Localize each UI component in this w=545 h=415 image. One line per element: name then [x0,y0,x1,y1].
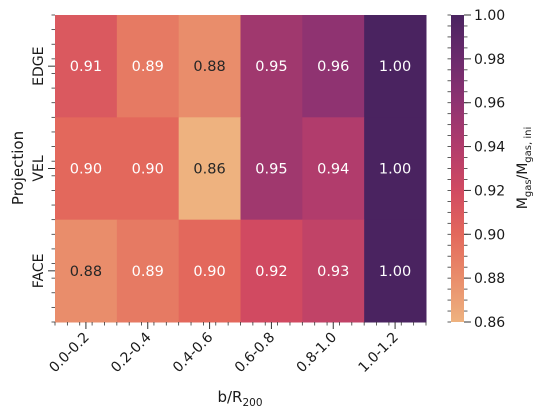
heatmap-cell-edge-3 [240,15,303,118]
y-tick-label: VEL [31,155,47,181]
cell-value-label: 1.00 [379,59,411,75]
x-tick-label: 0.6-0.8 [232,330,278,376]
y-axis-title: Projection [9,131,27,205]
x-tick-label: 0.4-0.6 [170,329,216,375]
cell-value-label: 0.86 [193,162,225,178]
colorbar-tick-label: 0.92 [474,183,505,199]
y-tick-label: FACE [31,253,47,288]
heatmap-cell-face-3 [240,219,303,323]
cell-value-label: 1.00 [379,264,411,280]
heatmap-cell-face-5 [364,219,427,323]
colorbar-title: Mgas/Mgas, ini [515,127,534,210]
heatmap-cell-edge-5 [364,15,427,118]
colorbar-tick-label: 0.98 [474,52,505,68]
cell-value-label: 0.92 [255,264,287,280]
colorbar-tick-label: 0.96 [474,96,505,112]
cell-value-label: 0.88 [70,264,102,280]
heatmap-cell-vel-2 [178,117,241,221]
heatmap-cell-edge-1 [116,15,180,118]
x-tick-label: 0.8-1.0 [294,330,340,376]
cell-value-label: 0.93 [317,264,349,280]
heatmap-cell-vel-3 [240,117,303,221]
heatmap-cell-vel-5 [364,117,427,221]
colorbar-gradient [451,15,464,322]
cell-value-label: 0.90 [193,264,225,280]
cell-value-label: 0.91 [70,59,102,75]
y-axis-ticks: EDGE VEL FACE [31,14,55,323]
colorbar: 0.86 0.88 0.90 0.92 0.94 0.96 0.98 1.00 Mgas/Mg… [447,8,534,331]
heatmap-cell-vel-4 [302,117,365,221]
colorbar-tick-label: 0.86 [474,315,505,331]
cell-value-label: 0.94 [317,162,349,178]
cell-value-label: 0.96 [317,59,349,75]
colorbar-tick-label: 0.90 [474,227,505,243]
heatmap-cell-vel-0 [55,117,118,221]
x-tick-label: 0.0-0.2 [46,330,92,376]
colorbar-tick-label: 0.88 [474,271,505,287]
heatmap-cell-face-4 [302,219,365,323]
cell-value-label: 1.00 [379,162,411,178]
colorbar-ticks: 0.86 0.88 0.90 0.92 0.94 0.96 0.98 1.00 [447,8,505,331]
heatmap-cell-edge-4 [302,15,365,118]
cell-value-label: 0.89 [132,264,164,280]
heatmap-cell-vel-1 [116,117,180,221]
cell-value-label: 0.88 [193,59,225,75]
cell-value-label: 0.90 [70,162,102,178]
x-axis-title: b/R200 [217,388,262,409]
heatmap-cell-face-2 [178,219,241,323]
heatmap-cells [55,15,427,323]
cell-value-label: 0.95 [255,162,287,178]
x-tick-label: 1.0-1.2 [356,330,402,376]
cell-value-label: 0.95 [255,59,287,75]
cell-value-label: 0.90 [132,162,164,178]
heatmap-cell-edge-2 [178,15,241,118]
heatmap-cell-face-1 [116,219,180,323]
cell-value-label: 0.89 [132,59,164,75]
y-tick-label: EDGE [31,47,47,86]
colorbar-tick-label: 1.00 [474,8,505,24]
x-tick-label: 0.2-0.4 [108,329,154,375]
heatmap-cell-face-0 [55,219,118,323]
heatmap-value-labels: 0.91 0.89 0.88 0.95 0.96 1.00 0.90 0.90 0.86 0.95… [70,59,411,280]
x-axis-ticks: 0.0-0.2 0.2-0.4 0.4-0.6 0.6-0.8 0.8-1.0 1.0-1… [46,322,427,376]
heatmap-cell-edge-0 [55,15,118,118]
colorbar-tick-label: 0.94 [474,140,505,156]
